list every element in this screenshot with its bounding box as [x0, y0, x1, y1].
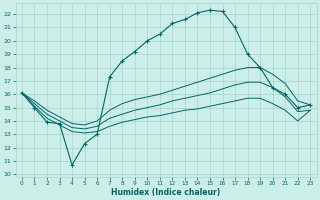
X-axis label: Humidex (Indice chaleur): Humidex (Indice chaleur)	[111, 188, 221, 197]
